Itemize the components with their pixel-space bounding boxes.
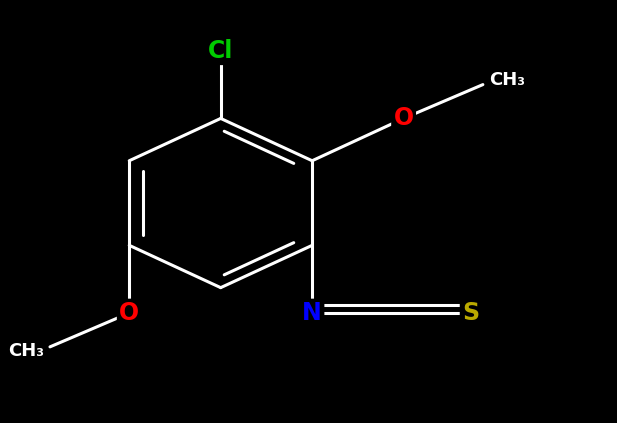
Text: O: O: [394, 107, 413, 130]
Text: N: N: [302, 301, 322, 325]
Text: O: O: [119, 301, 139, 325]
Text: CH₃: CH₃: [8, 342, 44, 360]
Text: S: S: [462, 301, 479, 325]
Text: CH₃: CH₃: [489, 71, 525, 89]
Text: Cl: Cl: [208, 39, 233, 63]
